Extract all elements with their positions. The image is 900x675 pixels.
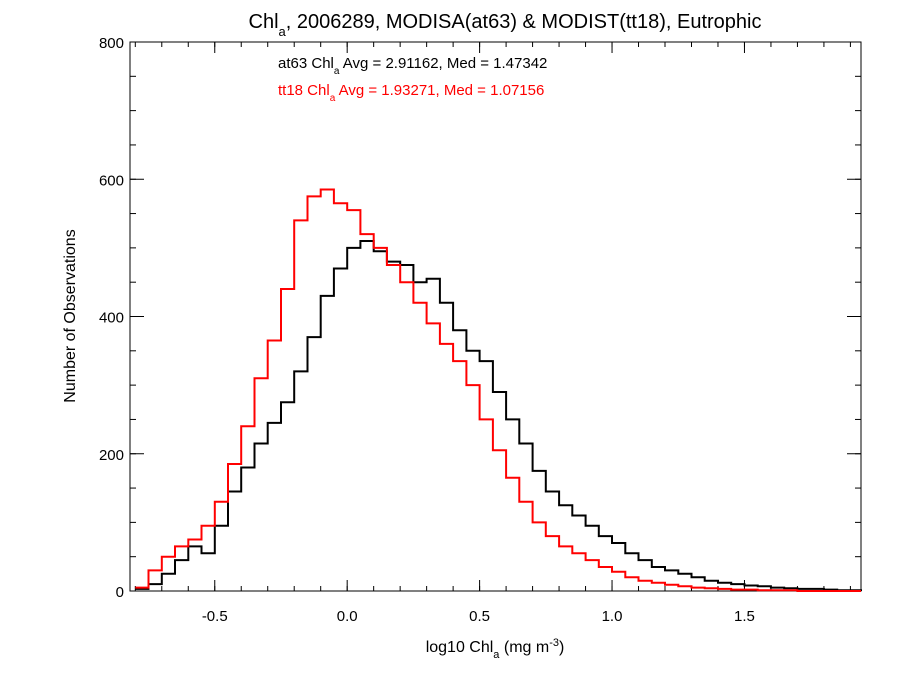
y-tick-labels: 0 200 400 600 800 <box>99 35 124 601</box>
major-ticks <box>130 41 861 592</box>
annotation-tt18: tt18 Chla Avg = 1.93271, Med = 1.07156 <box>278 82 544 104</box>
series-layer <box>135 188 862 592</box>
x-tick-label: 0.0 <box>337 608 358 625</box>
annotation-at63: at63 Chla Avg = 2.91162, Med = 1.47342 <box>278 55 547 77</box>
y-tick-label: 600 <box>99 172 124 189</box>
y-tick-label: 200 <box>99 447 124 464</box>
series-line-tt18 <box>135 188 861 592</box>
y-tick-label: 0 <box>116 584 124 601</box>
x-axis-label: log10 Chla (mg m-3) <box>426 637 565 661</box>
y-axis-label: Number of Observations <box>62 229 79 402</box>
y-tick-label: 400 <box>99 310 124 327</box>
y-tick-label: 800 <box>99 35 124 52</box>
x-tick-label: -0.5 <box>202 608 228 625</box>
x-tick-label: 1.5 <box>734 608 755 625</box>
x-tick-label: 0.5 <box>469 608 490 625</box>
minor-ticks <box>130 41 861 592</box>
x-tick-labels: -0.5 0.0 0.5 1.0 1.5 <box>202 608 755 625</box>
x-tick-label: 1.0 <box>602 608 623 625</box>
chart-title: Chla, 2006289, MODISA(at63) & MODIST(tt1… <box>249 11 762 39</box>
series-line-at63 <box>135 240 862 592</box>
plot-frame <box>129 41 862 592</box>
